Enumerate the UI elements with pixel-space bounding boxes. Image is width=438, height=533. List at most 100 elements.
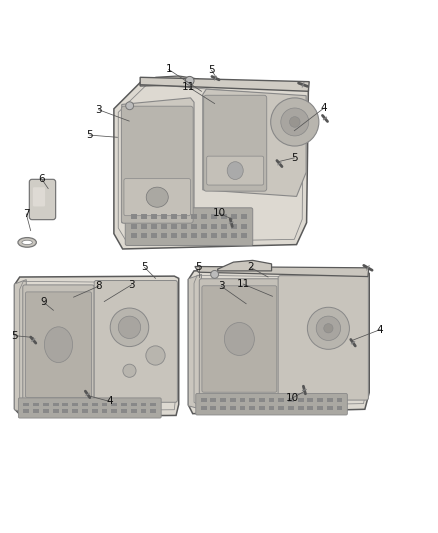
- Text: 11: 11: [182, 82, 195, 92]
- Text: 10: 10: [286, 393, 299, 403]
- Bar: [241, 233, 247, 238]
- Bar: [150, 402, 156, 406]
- Bar: [211, 398, 216, 402]
- Circle shape: [185, 76, 194, 85]
- Polygon shape: [140, 76, 198, 86]
- FancyBboxPatch shape: [278, 276, 368, 400]
- Bar: [201, 224, 207, 229]
- Bar: [221, 224, 227, 229]
- Bar: [327, 398, 332, 402]
- Bar: [23, 402, 29, 406]
- Bar: [33, 409, 39, 413]
- FancyBboxPatch shape: [199, 279, 279, 399]
- Bar: [151, 224, 157, 229]
- Bar: [181, 224, 187, 229]
- Bar: [72, 409, 78, 413]
- FancyBboxPatch shape: [207, 156, 264, 185]
- Bar: [121, 402, 127, 406]
- Bar: [171, 233, 177, 238]
- Circle shape: [146, 346, 165, 365]
- Text: 7: 7: [23, 209, 30, 219]
- Circle shape: [126, 102, 134, 110]
- Bar: [230, 398, 236, 402]
- Circle shape: [118, 316, 141, 338]
- Bar: [288, 406, 294, 409]
- Text: 9: 9: [40, 297, 47, 308]
- FancyBboxPatch shape: [94, 280, 177, 402]
- Bar: [327, 406, 332, 409]
- Bar: [131, 409, 137, 413]
- Bar: [288, 398, 294, 402]
- Bar: [171, 214, 177, 220]
- Bar: [161, 214, 167, 220]
- Bar: [241, 214, 247, 220]
- Bar: [211, 224, 217, 229]
- Ellipse shape: [146, 187, 168, 207]
- Circle shape: [316, 316, 341, 341]
- Text: 3: 3: [128, 280, 135, 290]
- Bar: [201, 214, 207, 220]
- Bar: [201, 406, 207, 409]
- Bar: [278, 406, 284, 409]
- Polygon shape: [218, 260, 272, 271]
- Text: 2: 2: [247, 262, 254, 272]
- Ellipse shape: [224, 322, 254, 356]
- FancyBboxPatch shape: [121, 106, 193, 223]
- Polygon shape: [14, 280, 26, 413]
- Bar: [53, 409, 59, 413]
- Bar: [82, 409, 88, 413]
- Text: 5: 5: [291, 153, 298, 163]
- Bar: [111, 402, 117, 406]
- Bar: [220, 398, 226, 402]
- Bar: [249, 406, 255, 409]
- Bar: [141, 409, 146, 413]
- Bar: [111, 409, 117, 413]
- Text: 3: 3: [218, 281, 225, 291]
- FancyBboxPatch shape: [18, 398, 161, 418]
- Bar: [191, 224, 197, 229]
- Polygon shape: [188, 269, 369, 414]
- Bar: [102, 409, 107, 413]
- Polygon shape: [122, 98, 194, 231]
- Polygon shape: [195, 266, 369, 277]
- FancyBboxPatch shape: [29, 179, 56, 220]
- Bar: [317, 406, 323, 409]
- Text: 8: 8: [95, 281, 102, 291]
- Polygon shape: [114, 79, 308, 249]
- Bar: [220, 406, 226, 409]
- Bar: [161, 224, 167, 229]
- Bar: [191, 233, 197, 238]
- Bar: [141, 224, 147, 229]
- Bar: [336, 398, 343, 402]
- Polygon shape: [140, 77, 309, 91]
- FancyBboxPatch shape: [124, 179, 191, 216]
- Bar: [240, 406, 245, 409]
- Circle shape: [307, 307, 350, 349]
- Ellipse shape: [22, 240, 32, 245]
- Bar: [121, 409, 127, 413]
- Polygon shape: [14, 276, 179, 417]
- Circle shape: [123, 364, 136, 377]
- Bar: [151, 214, 157, 220]
- Circle shape: [324, 324, 333, 333]
- Text: 1: 1: [165, 64, 172, 75]
- Bar: [231, 224, 237, 229]
- Bar: [92, 409, 98, 413]
- Bar: [72, 402, 78, 406]
- Bar: [268, 398, 275, 402]
- Text: 5: 5: [208, 65, 215, 75]
- FancyBboxPatch shape: [33, 187, 45, 206]
- Bar: [191, 214, 197, 220]
- Bar: [131, 224, 137, 229]
- Bar: [231, 233, 237, 238]
- Bar: [181, 233, 187, 238]
- Bar: [141, 402, 146, 406]
- Polygon shape: [203, 89, 306, 197]
- Bar: [259, 398, 265, 402]
- Bar: [211, 406, 216, 409]
- Bar: [23, 409, 29, 413]
- Bar: [298, 406, 304, 409]
- FancyBboxPatch shape: [202, 286, 277, 392]
- Bar: [82, 402, 88, 406]
- Text: 5: 5: [86, 130, 93, 140]
